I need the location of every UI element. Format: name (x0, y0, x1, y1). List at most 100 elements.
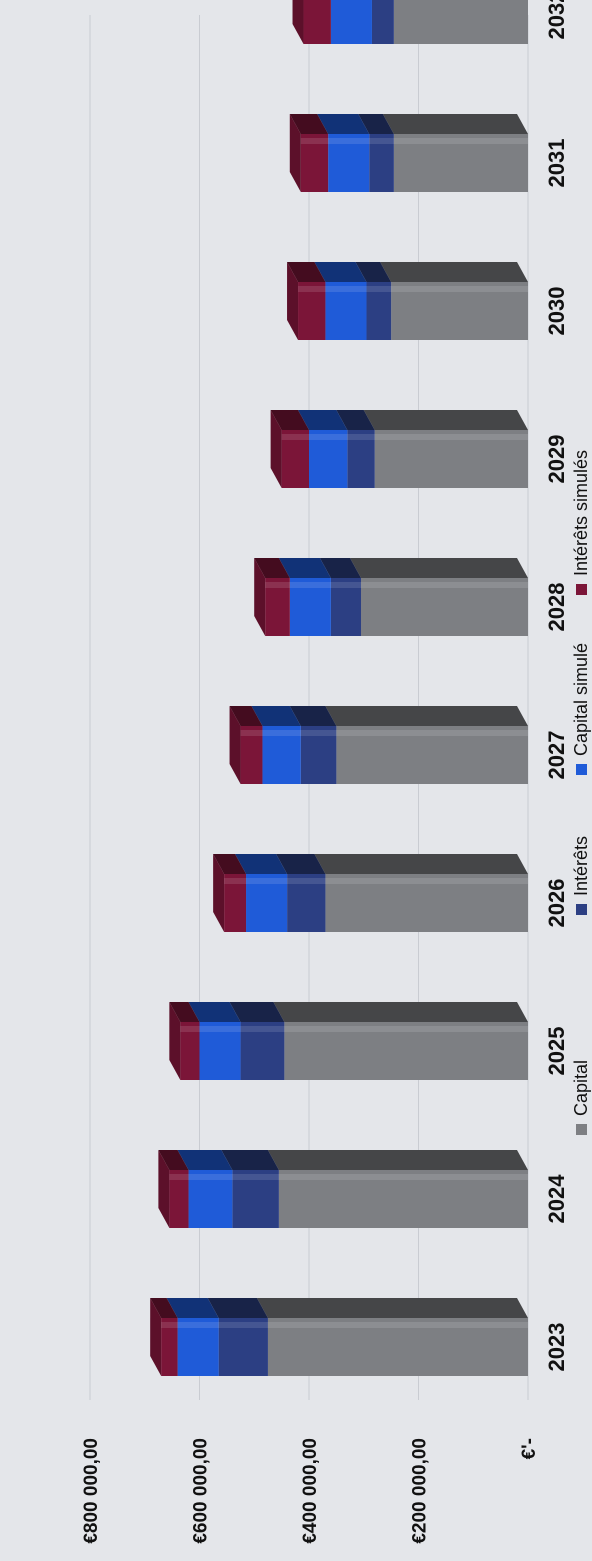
bar-segment (265, 578, 290, 636)
category-label: 2030 (544, 287, 569, 336)
category-label: 2026 (544, 879, 569, 928)
bar-segment (309, 430, 348, 488)
category-label: 2024 (544, 1174, 569, 1224)
bar-highlight (240, 730, 528, 736)
value-tick-label: €600 000,00 (191, 1438, 212, 1544)
bar-segment-depth (289, 114, 329, 134)
bar-segment (278, 1170, 528, 1228)
bar-segment (371, 0, 394, 44)
bar-end-cap (270, 410, 282, 488)
bar-segment (374, 430, 528, 488)
bar-end-cap (150, 1298, 162, 1376)
bar-segment-depth (235, 854, 288, 874)
bar-group-2032 (292, 0, 528, 44)
legend-swatch (576, 584, 587, 595)
bar-segment-depth (166, 1298, 219, 1318)
bar-segment-depth (289, 706, 337, 726)
value-tick-label: €200 000,00 (410, 1438, 431, 1544)
bar-segment-depth (188, 1002, 241, 1022)
legend: Capital Intérêts Capital simulé Intérêts si… (571, 450, 591, 1135)
bar-segment (267, 1318, 528, 1376)
bar-end-cap (229, 706, 241, 784)
bar-end-cap (169, 1002, 181, 1080)
bar-segment (281, 430, 309, 488)
legend-swatch (576, 1124, 587, 1135)
bar-end-cap (158, 1150, 170, 1228)
bar-segment-depth (229, 706, 263, 726)
legend-label: Capital simulé (571, 643, 591, 756)
bar-segment (161, 1318, 178, 1376)
bar-segment-depth (314, 854, 528, 874)
bar-segment-depth (158, 1150, 189, 1170)
legend-label: Intérêts simulés (571, 450, 591, 576)
bar-segment-depth (273, 1002, 528, 1022)
bar-segment-depth (298, 410, 348, 430)
bar-segment (289, 578, 331, 636)
bar-highlight (224, 878, 528, 884)
bar-segment (224, 874, 247, 932)
category-label: 2029 (544, 435, 569, 484)
value-tick-label: €'- (519, 1438, 540, 1459)
bar-end-cap (287, 262, 299, 340)
bar-segment-depth (350, 558, 528, 578)
category-label: 2027 (544, 731, 569, 780)
bar-segment (188, 1170, 233, 1228)
bar-group-2028 (254, 558, 528, 636)
bar-segment (325, 282, 367, 340)
bar-end-cap (289, 114, 301, 192)
bar-segment-depth (319, 558, 362, 578)
bar-segment (300, 726, 337, 784)
legend-label: Capital (571, 1060, 591, 1116)
bar-highlight (298, 286, 528, 292)
value-tick-label: €400 000,00 (300, 1438, 321, 1544)
bar-segment-depth (380, 262, 528, 282)
legend-swatch (576, 764, 587, 775)
bar-segment (298, 282, 326, 340)
bar-highlight (180, 1026, 528, 1032)
bar-group-2024 (158, 1150, 528, 1228)
bar-segment (366, 282, 392, 340)
bar-segment (240, 1022, 285, 1080)
bar-segment (336, 726, 528, 784)
bar-segment-depth (270, 410, 309, 430)
bar-highlight (169, 1174, 528, 1180)
bar-segment-depth (317, 114, 370, 134)
category-label: 2028 (544, 583, 569, 632)
category-label: 2025 (544, 1027, 569, 1076)
bar-segment-depth (251, 706, 301, 726)
bar-group-2029 (270, 410, 528, 488)
bar-segment (169, 1170, 189, 1228)
bar-segment (218, 1318, 268, 1376)
bar-segment-depth (358, 114, 394, 134)
bar-segment-depth (177, 1150, 233, 1170)
bar-segment-depth (325, 706, 528, 726)
bar-segment (240, 726, 263, 784)
bar-segment (369, 134, 394, 192)
category-label: 2031 (544, 139, 569, 188)
bar-highlight (265, 582, 528, 588)
bar-segment-depth (363, 410, 528, 430)
bar-highlight (161, 1322, 529, 1328)
bar-segment-depth (267, 1150, 528, 1170)
bar-segment (325, 874, 528, 932)
bar-end-cap (292, 0, 304, 44)
bar-group-2030 (287, 262, 528, 340)
legend-label: Intérêts (571, 836, 591, 896)
bar-segment (177, 1318, 219, 1376)
bar-end-cap (213, 854, 225, 932)
bar-segment (330, 578, 362, 636)
category-label: 2032 (544, 0, 569, 39)
bar-segment (246, 874, 288, 932)
bar-segment (330, 0, 372, 44)
legend-swatch (576, 904, 587, 915)
bar-segment-depth (278, 558, 331, 578)
bar-group-2031 (289, 114, 528, 192)
bar-group-2023 (150, 1298, 529, 1376)
category-label: 2023 (544, 1323, 569, 1372)
bar-segment (262, 726, 301, 784)
bar-end-cap (254, 558, 266, 636)
bar-segment (391, 282, 528, 340)
bar-segment-depth (221, 1150, 279, 1170)
bar-segment (300, 134, 329, 192)
